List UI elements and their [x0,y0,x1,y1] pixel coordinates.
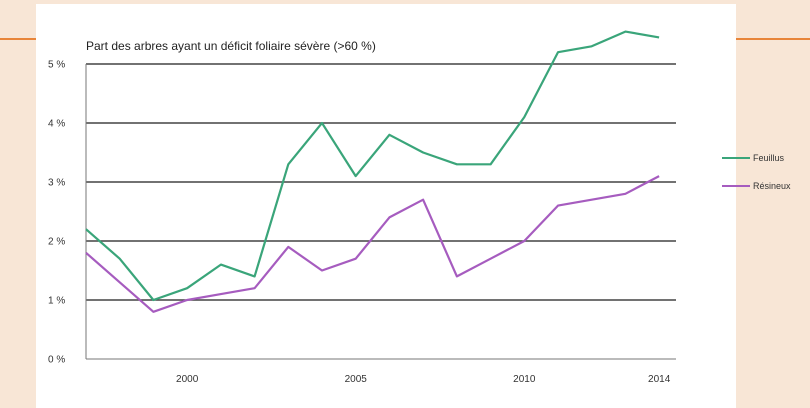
gridlines [85,63,676,360]
legend-label: Résineux [753,181,791,191]
legend-label: Feuillus [753,153,785,163]
y-tick-labels: 0 % 1 % 2 % 3 % 4 % 5 % [48,60,65,366]
right-accent-line [736,38,810,40]
legend: Feuillus Résineux [722,153,791,191]
series-lines [85,30,660,313]
x-tick-labels: 2000 2005 2010 2014 [176,374,671,385]
y-tick-label: 4 % [48,119,65,130]
y-tick-label: 5 % [48,60,65,71]
x-tick-label: 2005 [345,374,368,385]
x-tick-label: 2014 [648,374,671,385]
chart-card [36,4,736,408]
y-tick-label: 0 % [48,355,65,366]
chart-title: Part des arbres ayant un déficit foliair… [86,39,376,53]
x-tick-label: 2010 [513,374,536,385]
y-tick-label: 1 % [48,296,65,307]
y-tick-label: 2 % [48,237,65,248]
x-tick-label: 2000 [176,374,199,385]
series-line-rsineux [85,175,660,313]
y-tick-label: 3 % [48,178,65,189]
left-accent-line [0,38,36,40]
series-line-feuillus [85,30,660,302]
